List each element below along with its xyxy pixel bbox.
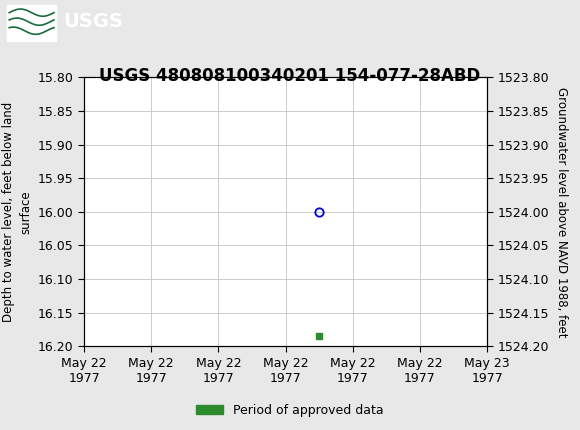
Y-axis label: Groundwater level above NAVD 1988, feet: Groundwater level above NAVD 1988, feet [555,86,568,337]
Legend: Period of approved data: Period of approved data [191,399,389,421]
Y-axis label: Depth to water level, feet below land
surface: Depth to water level, feet below land su… [2,101,32,322]
Bar [7,4,56,41]
Text: USGS: USGS [63,12,123,31]
Text: USGS 480808100340201 154-077-28ABD: USGS 480808100340201 154-077-28ABD [99,67,481,85]
